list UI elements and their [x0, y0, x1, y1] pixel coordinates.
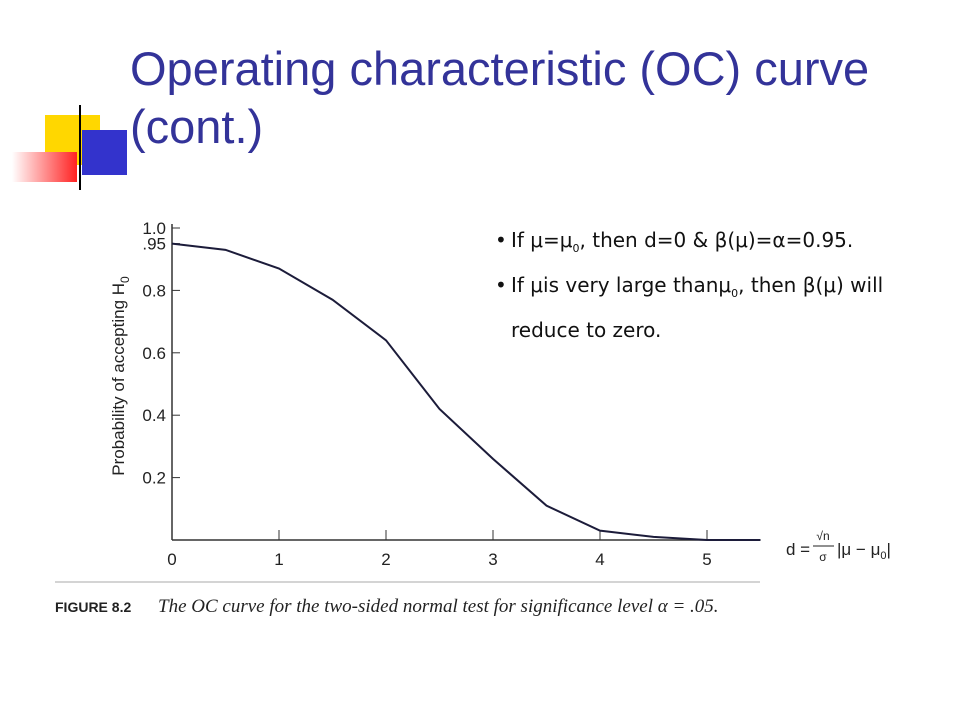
- bullet-text: , then d=0 & β(μ)=α=0.95.: [579, 228, 854, 252]
- x-label-end: |: [887, 540, 891, 559]
- x-tick-label: 3: [488, 550, 497, 569]
- x-label-sub: 0: [880, 550, 886, 562]
- y-label-sub: 0: [118, 276, 132, 283]
- bullet-text: If μis very large thanμ: [511, 273, 732, 297]
- y-tick-label: 0.6: [142, 344, 166, 363]
- x-label-diff: |μ − μ0|: [837, 540, 891, 562]
- bullet-text: If μ=μ: [511, 228, 573, 252]
- x-label-text: |μ − μ: [837, 540, 880, 559]
- oc-curve: [171, 242, 761, 541]
- y-axis-label: Probability of accepting H0: [109, 276, 132, 476]
- x-tick-label: 0: [167, 550, 176, 569]
- subscript: 0: [572, 242, 580, 255]
- subscript: 0: [731, 287, 739, 300]
- bullet: If μ=μ0, then d=0 & β(μ)=α=0.95.: [495, 222, 935, 267]
- decoration: [82, 130, 127, 175]
- bullet-text: , then β(μ) will reduce to zero.: [511, 273, 884, 342]
- caption: The OC curve for the two-sided normal te…: [158, 596, 719, 617]
- bullet: If μis very large thanμ0, then β(μ) will…: [495, 267, 935, 348]
- x-label-den: σ: [819, 550, 827, 564]
- y-tick-label: .95: [142, 235, 166, 254]
- x-tick-label: 2: [381, 550, 390, 569]
- caption-label: FIGURE 8.2: [55, 599, 131, 615]
- y-tick-label: 0.8: [142, 281, 166, 300]
- y-tick-label: 1.0: [142, 219, 166, 238]
- x-tick-label: 4: [595, 550, 604, 569]
- y-tick-label: 0.4: [142, 406, 166, 425]
- y-tick-label: 0.2: [142, 469, 166, 488]
- decoration: [12, 152, 77, 182]
- x-tick-label: 5: [702, 550, 711, 569]
- x-tick-label: 1: [274, 550, 283, 569]
- x-axis-label: d =: [786, 540, 810, 559]
- y-label-text: Probability of accepting H: [109, 283, 128, 476]
- bullet-list: If μ=μ0, then d=0 & β(μ)=α=0.95.If μis v…: [495, 222, 935, 348]
- slide-title: Operating characteristic (OC) curve (con…: [130, 42, 870, 153]
- x-label-num: √n: [816, 529, 829, 543]
